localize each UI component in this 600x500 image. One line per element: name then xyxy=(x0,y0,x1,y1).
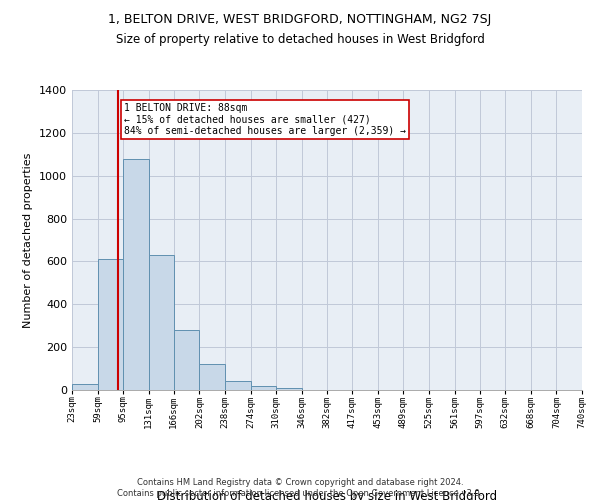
Text: Contains HM Land Registry data © Crown copyright and database right 2024.
Contai: Contains HM Land Registry data © Crown c… xyxy=(118,478,482,498)
Text: 1 BELTON DRIVE: 88sqm
← 15% of detached houses are smaller (427)
84% of semi-det: 1 BELTON DRIVE: 88sqm ← 15% of detached … xyxy=(124,103,406,136)
Text: Size of property relative to detached houses in West Bridgford: Size of property relative to detached ho… xyxy=(116,32,484,46)
Text: 1, BELTON DRIVE, WEST BRIDGFORD, NOTTINGHAM, NG2 7SJ: 1, BELTON DRIVE, WEST BRIDGFORD, NOTTING… xyxy=(109,12,491,26)
X-axis label: Distribution of detached houses by size in West Bridgford: Distribution of detached houses by size … xyxy=(157,490,497,500)
Bar xyxy=(174,330,199,390)
Bar xyxy=(123,158,149,390)
Bar xyxy=(276,388,302,390)
Bar xyxy=(251,386,276,390)
Y-axis label: Number of detached properties: Number of detached properties xyxy=(23,152,34,328)
Bar xyxy=(199,364,225,390)
Bar xyxy=(149,255,175,390)
Bar xyxy=(72,384,98,390)
Bar xyxy=(225,382,251,390)
Bar xyxy=(98,260,123,390)
